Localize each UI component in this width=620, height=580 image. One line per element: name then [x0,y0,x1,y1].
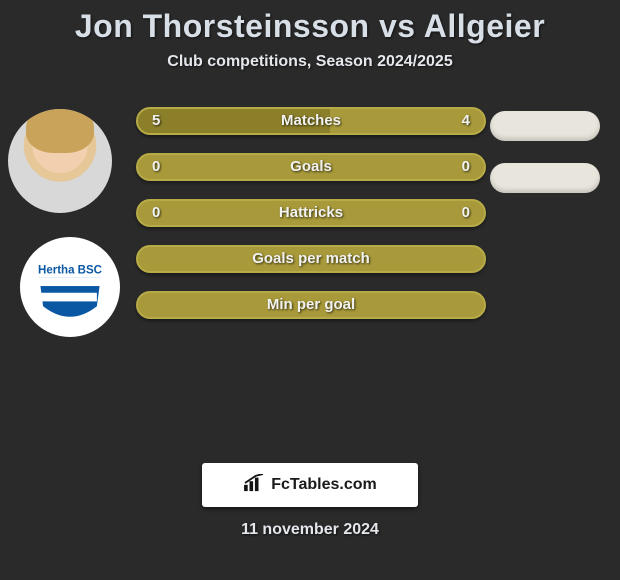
brand-badge: FcTables.com [202,463,418,507]
stat-value-right: 0 [462,201,470,225]
brand-text: FcTables.com [271,476,377,494]
stat-value-right: 4 [462,109,470,133]
stat-value-left: 5 [152,109,160,133]
stat-label: Goals per match [138,247,484,271]
page-subtitle: Club competitions, Season 2024/2025 [0,53,620,71]
stat-label: Matches [138,109,484,133]
date-text: 11 november 2024 [0,521,620,539]
root: Jon Thorsteinsson vs Allgeier Club compe… [0,0,620,539]
page-title: Jon Thorsteinsson vs Allgeier [0,8,620,45]
club-logo: Hertha BSC [20,237,120,337]
stat-label: Min per goal [138,293,484,317]
stat-bar: Matches5 4 [136,107,486,135]
stat-bar: Goals per match [136,245,486,273]
stat-value-left: 0 [152,201,160,225]
stat-label: Goals [138,155,484,179]
chart-icon [243,474,265,497]
player1-avatar [8,109,112,213]
stat-bar: Goals0 0 [136,153,486,181]
svg-text:Hertha BSC: Hertha BSC [38,265,102,277]
stat-value-right: 0 [462,155,470,179]
side-pill-2 [490,163,600,193]
stat-value-left: 0 [152,155,160,179]
stat-bar: Hattricks0 0 [136,199,486,227]
comparison-panel: Hertha BSC Matches54Goals00Hattricks00Go… [0,95,620,455]
stat-bars: Matches54Goals00Hattricks00Goals per mat… [136,107,486,337]
side-pill-1 [490,111,600,141]
stat-bar: Min per goal [136,291,486,319]
stat-label: Hattricks [138,201,484,225]
